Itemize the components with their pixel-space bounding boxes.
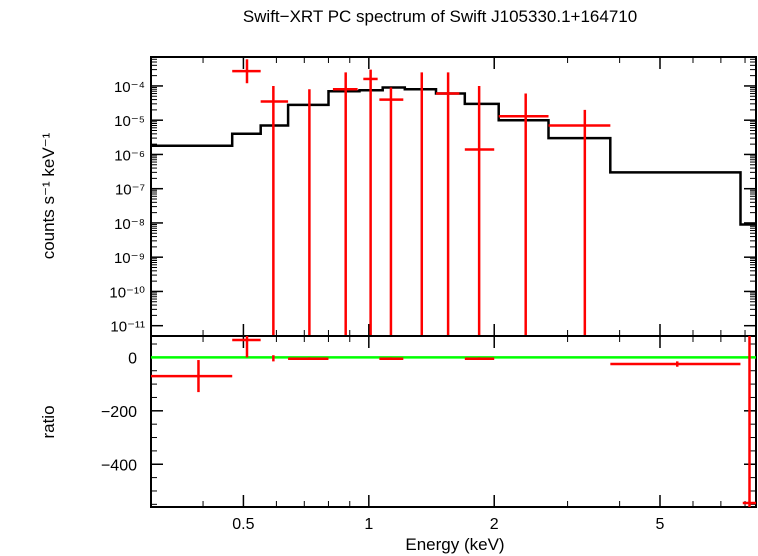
bottom-x-ticks: 0.5 1 2 5 bbox=[150, 336, 746, 533]
bottom-y-tick-label: −200 bbox=[101, 404, 137, 421]
top-panel: 10⁻¹¹ 10⁻¹⁰ 10⁻⁹ 10⁻⁸ 10⁻⁷ 10⁻⁶ 10⁻⁵ 10⁻⁴ count… bbox=[39, 56, 757, 337]
bottom-panel-frame bbox=[150, 335, 757, 508]
top-y-tick-label: 10⁻⁸ bbox=[114, 216, 145, 233]
ratio-data-point bbox=[464, 357, 495, 360]
top-y-tick-label: 10⁻⁴ bbox=[114, 79, 145, 96]
model-curve bbox=[151, 86, 756, 226]
spectrum-data-point bbox=[232, 59, 261, 84]
ratio-data-point bbox=[610, 361, 741, 367]
spectrum-data-point bbox=[363, 69, 378, 336]
spectrum-data-point bbox=[548, 109, 611, 336]
chart-title: Swift−XRT PC spectrum of Swift J105330.1… bbox=[243, 7, 637, 26]
ratio-data-point bbox=[379, 357, 404, 360]
model-step-line bbox=[151, 86, 756, 226]
ratio-data-point bbox=[232, 336, 261, 358]
top-panel-frame bbox=[150, 56, 757, 337]
bottom-y-tick-label: 0 bbox=[128, 350, 137, 367]
x-tick-label: 5 bbox=[656, 516, 665, 533]
ratio-data-point bbox=[288, 357, 329, 360]
top-y-tick-label: 10⁻⁶ bbox=[114, 147, 145, 164]
top-y-tick-label: 10⁻⁵ bbox=[114, 113, 145, 130]
x-tick-label: 2 bbox=[490, 516, 499, 533]
x-tick-label: 0.5 bbox=[232, 516, 254, 533]
spectrum-data-point bbox=[498, 93, 549, 336]
bottom-y-axis-label: ratio bbox=[39, 405, 58, 438]
top-y-tick-label: 10⁻¹⁰ bbox=[109, 284, 145, 301]
top-y-ticks: 10⁻¹¹ 10⁻¹⁰ 10⁻⁹ 10⁻⁸ 10⁻⁷ 10⁻⁶ 10⁻⁵ 10⁻⁴ bbox=[109, 56, 756, 336]
spectrum-data-point bbox=[464, 85, 495, 336]
ratio-data-point bbox=[742, 336, 756, 507]
bottom-y-tick-label: −400 bbox=[101, 457, 137, 474]
spectrum-data-point bbox=[332, 72, 358, 336]
top-y-tick-label: 10⁻⁷ bbox=[115, 182, 145, 199]
ratio-data-points bbox=[151, 336, 756, 507]
spectrum-data-point bbox=[260, 85, 289, 336]
top-x-ticks bbox=[150, 57, 746, 336]
spectrum-data-point bbox=[436, 72, 460, 336]
x-axis-label: Energy (keV) bbox=[405, 535, 504, 554]
spectrum-data-points bbox=[232, 59, 611, 336]
x-tick-label: 1 bbox=[364, 516, 373, 533]
top-y-tick-label: 10⁻⁹ bbox=[114, 250, 145, 267]
top-y-axis-label: counts s⁻¹ keV⁻¹ bbox=[39, 132, 58, 259]
top-y-tick-label: 10⁻¹¹ bbox=[110, 319, 145, 336]
spectrum-data-point bbox=[379, 87, 404, 336]
bottom-panel: 0 −200 −400 0.5 1 2 5 ratio Energy (keV) bbox=[39, 335, 757, 554]
ratio-data-point bbox=[151, 360, 233, 393]
